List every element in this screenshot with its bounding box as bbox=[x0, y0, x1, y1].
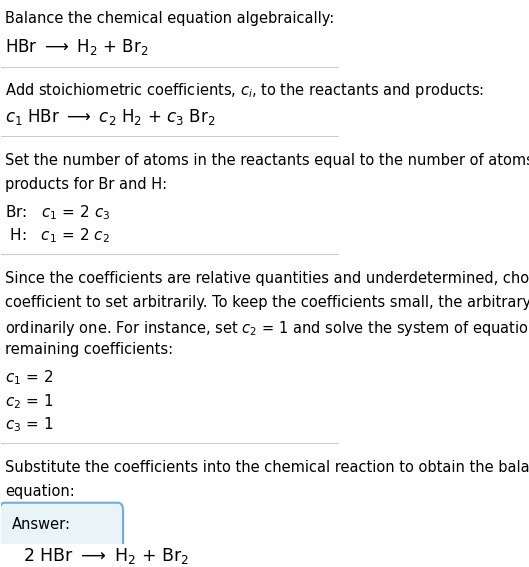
Text: $c_1$ = 2: $c_1$ = 2 bbox=[5, 369, 53, 387]
Text: Balance the chemical equation algebraically:: Balance the chemical equation algebraica… bbox=[5, 11, 334, 26]
Text: Substitute the coefficients into the chemical reaction to obtain the balanced: Substitute the coefficients into the che… bbox=[5, 460, 529, 475]
Text: Answer:: Answer: bbox=[12, 517, 70, 532]
Text: Set the number of atoms in the reactants equal to the number of atoms in the: Set the number of atoms in the reactants… bbox=[5, 153, 529, 168]
Text: $c_3$ = 1: $c_3$ = 1 bbox=[5, 416, 53, 434]
Text: coefficient to set arbitrarily. To keep the coefficients small, the arbitrary va: coefficient to set arbitrarily. To keep … bbox=[5, 295, 529, 310]
Text: $c_2$ = 1: $c_2$ = 1 bbox=[5, 392, 53, 411]
Text: Since the coefficients are relative quantities and underdetermined, choose a: Since the coefficients are relative quan… bbox=[5, 270, 529, 286]
Text: products for Br and H:: products for Br and H: bbox=[5, 177, 167, 192]
Text: ordinarily one. For instance, set $c_2$ = 1 and solve the system of equations fo: ordinarily one. For instance, set $c_2$ … bbox=[5, 319, 529, 337]
Text: remaining coefficients:: remaining coefficients: bbox=[5, 342, 173, 357]
Text: H:   $c_1$ = 2 $c_2$: H: $c_1$ = 2 $c_2$ bbox=[5, 226, 110, 245]
Text: $c_1$ HBr $\longrightarrow$ $c_2$ H$_2$ + $c_3$ Br$_2$: $c_1$ HBr $\longrightarrow$ $c_2$ H$_2$ … bbox=[5, 107, 215, 128]
Text: Br:   $c_1$ = 2 $c_3$: Br: $c_1$ = 2 $c_3$ bbox=[5, 203, 110, 222]
Text: Add stoichiometric coefficients, $c_i$, to the reactants and products:: Add stoichiometric coefficients, $c_i$, … bbox=[5, 82, 484, 100]
Text: 2 HBr $\longrightarrow$ H$_2$ + Br$_2$: 2 HBr $\longrightarrow$ H$_2$ + Br$_2$ bbox=[23, 546, 189, 566]
FancyBboxPatch shape bbox=[0, 503, 123, 567]
Text: equation:: equation: bbox=[5, 484, 75, 498]
Text: HBr $\longrightarrow$ H$_2$ + Br$_2$: HBr $\longrightarrow$ H$_2$ + Br$_2$ bbox=[5, 37, 148, 57]
